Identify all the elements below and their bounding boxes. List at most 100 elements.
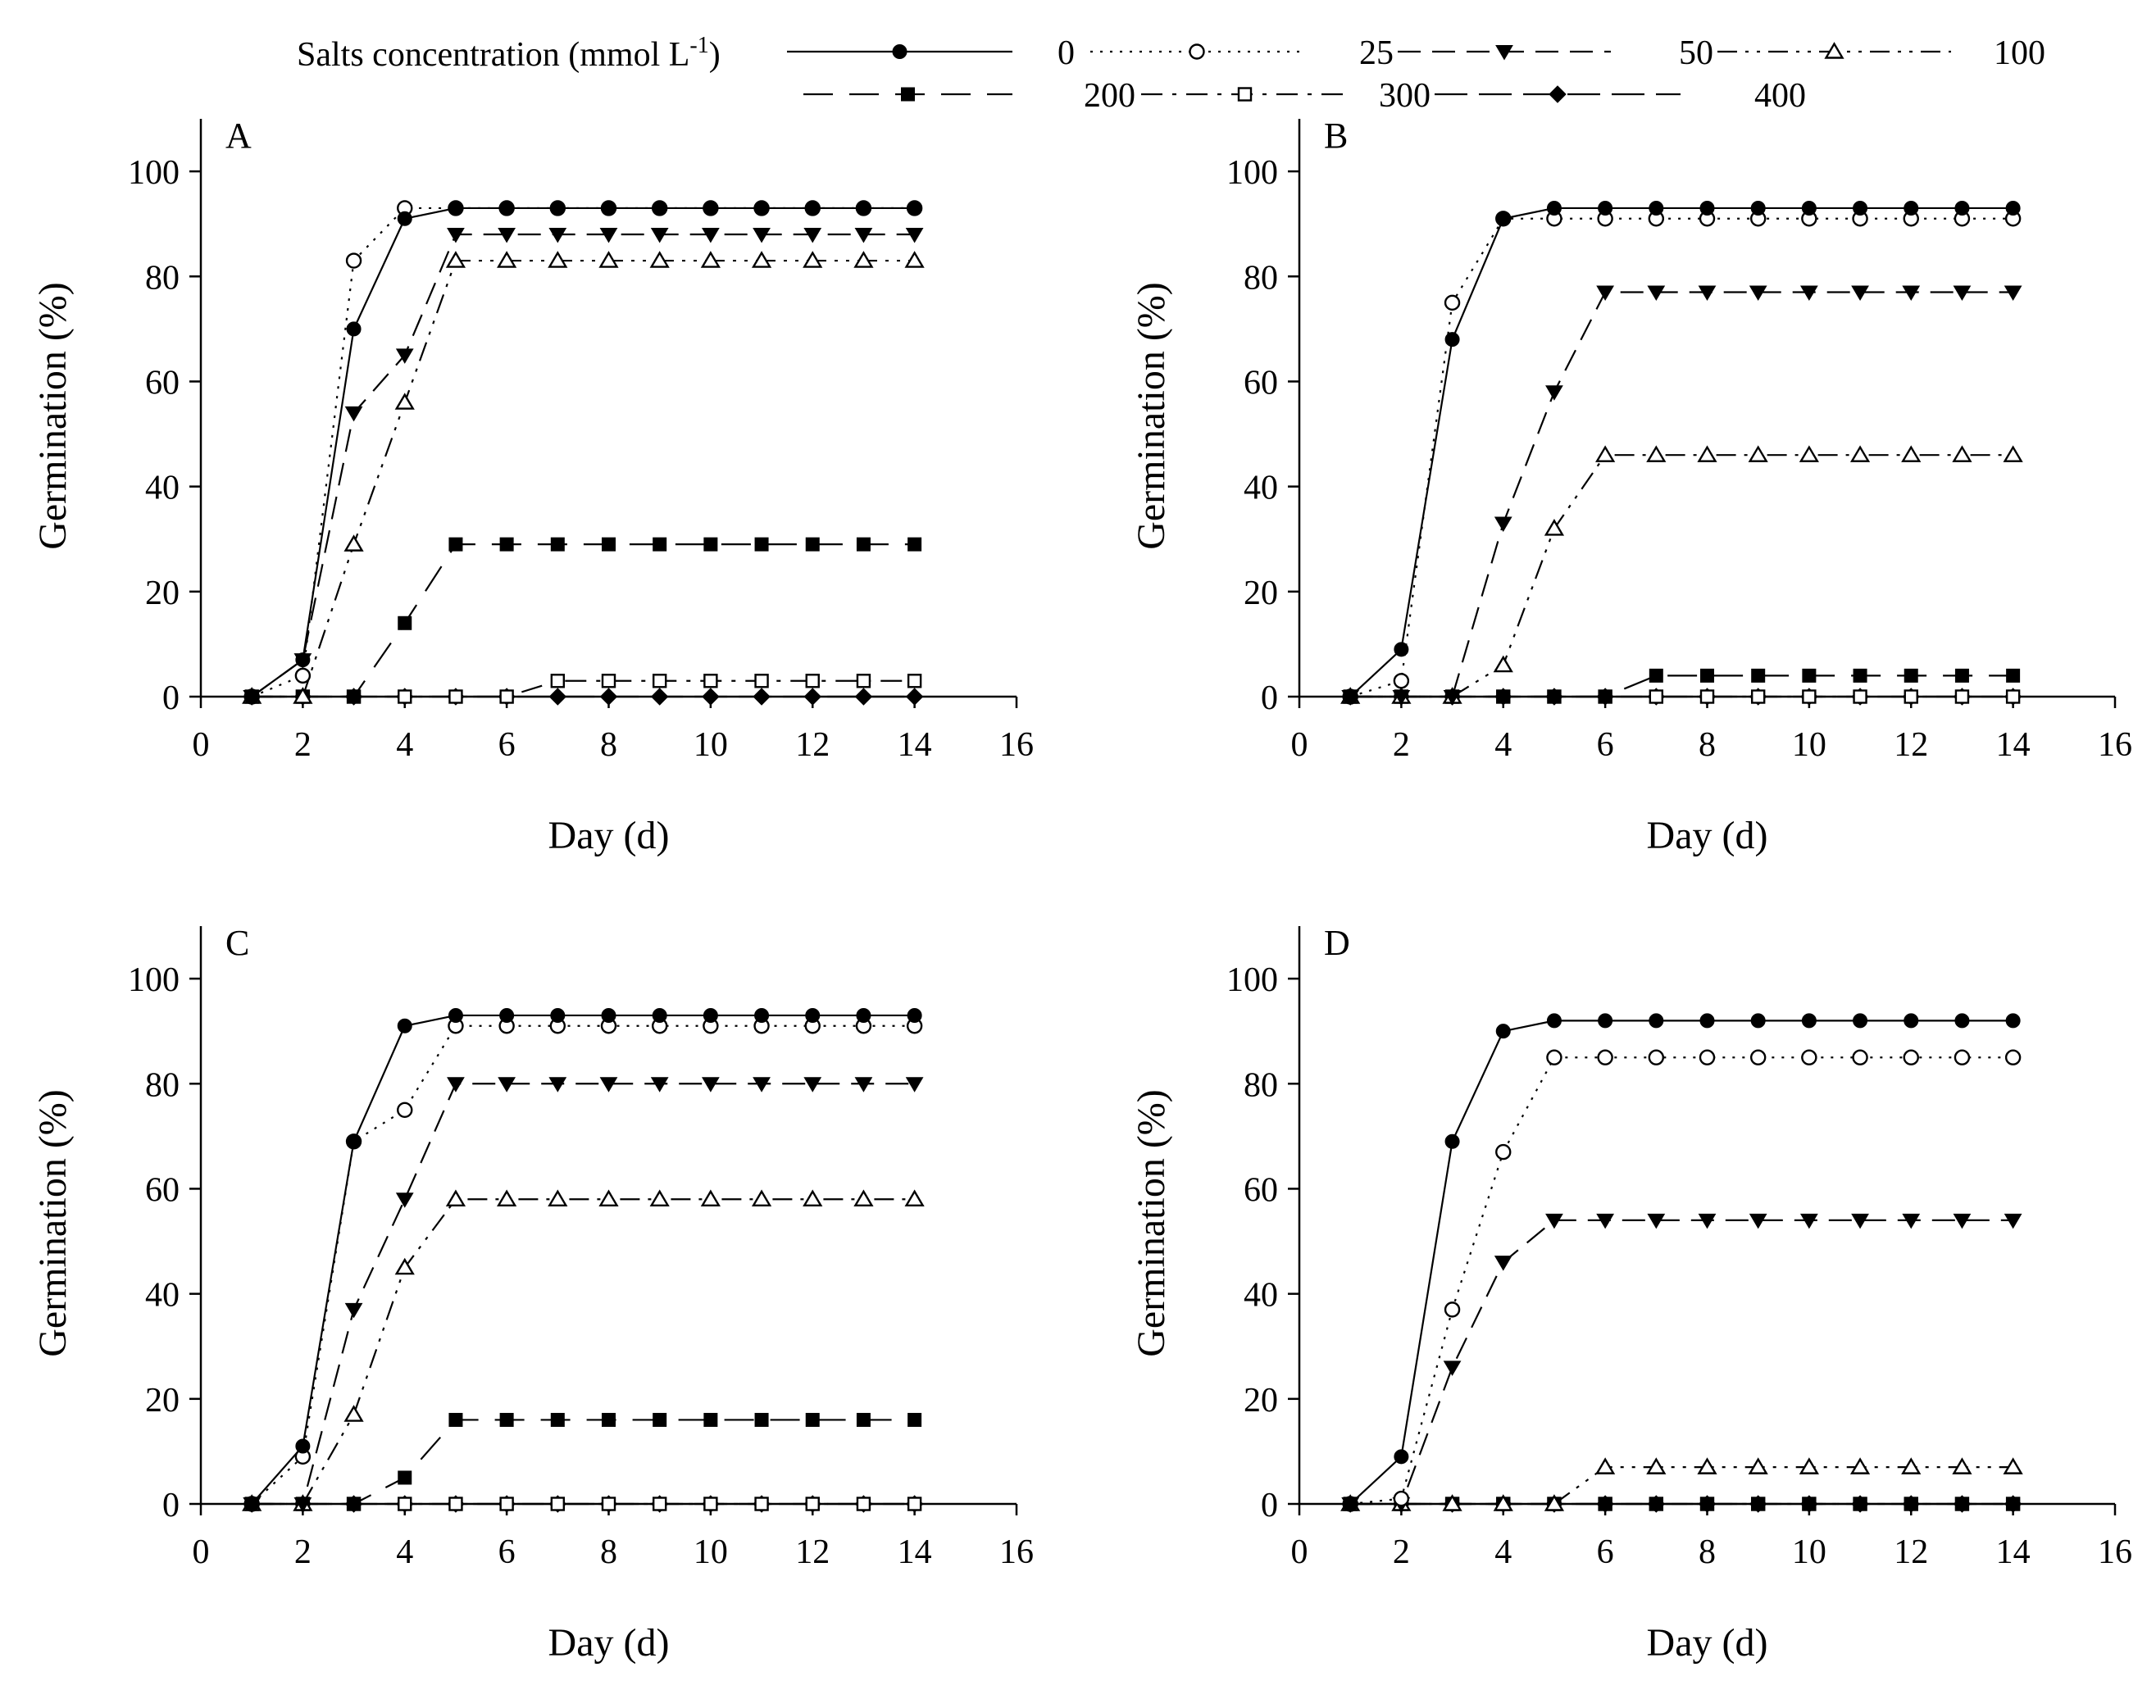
point-50-c-day14 xyxy=(905,1077,924,1092)
point-50-b-day2 xyxy=(1392,690,1411,706)
point-25-d-day11 xyxy=(1852,1049,1868,1065)
point-0-c-day3 xyxy=(346,1133,362,1149)
x-tick-label-d: 10 xyxy=(1792,1533,1826,1571)
series-100-b xyxy=(1340,445,2023,704)
point-0-c-day14 xyxy=(907,1007,922,1023)
point-25-c-day4 xyxy=(397,1102,413,1119)
series-line-50-b xyxy=(1350,291,2013,698)
y-tick-label-a: 40 xyxy=(145,470,180,507)
x-tick-label-c: 6 xyxy=(498,1533,516,1571)
series-0-a xyxy=(244,200,922,704)
point-50-c-day6 xyxy=(498,1077,516,1092)
point-100-a-day10 xyxy=(700,251,721,268)
x-tick-label-d: 4 xyxy=(1494,1533,1512,1571)
point-200-d-day11 xyxy=(1853,1497,1867,1511)
point-200-b-day7 xyxy=(1649,668,1663,683)
series-300-a xyxy=(244,674,922,704)
point-100-b-day12 xyxy=(1901,445,1922,462)
series-100-a xyxy=(242,251,925,704)
point-100-d-day4 xyxy=(1493,1494,1513,1511)
point-100-b-day4 xyxy=(1493,655,1513,673)
point-0-a-day3 xyxy=(346,321,362,337)
series-25-d xyxy=(1342,1049,2022,1512)
point-0-d-day5 xyxy=(1546,1013,1562,1029)
point-100-a-day3 xyxy=(343,534,364,552)
point-200-b-day10 xyxy=(1802,668,1817,683)
point-200-d-day7 xyxy=(1649,1497,1663,1511)
point-0-b-day3 xyxy=(1444,332,1460,348)
series-50-a xyxy=(243,228,924,706)
point-50-c-day13 xyxy=(854,1077,873,1092)
point-50-c-day9 xyxy=(650,1077,669,1092)
point-200-b-day4 xyxy=(1496,689,1511,704)
point-200-b-day9 xyxy=(1751,668,1766,683)
point-200-d-day12 xyxy=(1904,1497,1918,1511)
point-200-d-day14 xyxy=(2006,1497,2021,1511)
panel-a: 0 2 4 6 8 10 12 14 16 0 20 40 60 80 100 Day (d) Germinat… xyxy=(31,116,1034,857)
point-25-a-day3 xyxy=(345,252,362,269)
point-0-c-day6 xyxy=(499,1007,515,1023)
legend-entry-50: 50 xyxy=(1398,34,1713,72)
point-400-a-day12 xyxy=(803,688,821,706)
point-50-d-day4 xyxy=(1494,1256,1512,1271)
point-100-b-day11 xyxy=(1849,445,1871,462)
point-0-b-day13 xyxy=(1954,200,1970,216)
point-50-c-day5 xyxy=(447,1077,465,1092)
legend-title: Salts concentration (mmol L-1) xyxy=(297,33,721,74)
point-200-c-day3 xyxy=(347,1497,362,1511)
point-0-c-day12 xyxy=(805,1007,821,1023)
point-0-d-day14 xyxy=(2005,1013,2021,1029)
point-100-b-day10 xyxy=(1799,445,1819,462)
x-axis-title-b: Day (d) xyxy=(1647,814,1768,857)
point-300-a-day13 xyxy=(856,674,871,688)
point-0-b-day6 xyxy=(1598,200,1613,216)
point-0-b-day10 xyxy=(1801,200,1817,216)
point-0-d-day11 xyxy=(1853,1013,1868,1029)
x-tick-label-a: 12 xyxy=(795,726,830,764)
point-25-b-day3 xyxy=(1444,294,1461,311)
panel-b: 0 2 4 6 8 10 12 14 16 0 20 40 60 80 100 Day (d) Germinat… xyxy=(1130,116,2132,857)
point-200-d-day6 xyxy=(1598,1497,1612,1511)
point-0-d-day7 xyxy=(1649,1013,1664,1029)
point-0-b-day7 xyxy=(1649,200,1664,216)
legend-entry-300: 300 xyxy=(1141,77,1431,115)
point-300-c-day4 xyxy=(398,1497,412,1511)
x-tick-label-c: 12 xyxy=(795,1533,830,1571)
point-0-b-day8 xyxy=(1699,200,1715,216)
y-tick-label-c: 0 xyxy=(162,1487,180,1524)
point-300-a-day11 xyxy=(754,674,769,688)
legend-entry-200: 200 xyxy=(803,77,1135,115)
y-tick-label-a: 100 xyxy=(128,154,180,192)
legend-entry-0: 0 xyxy=(787,34,1075,72)
point-50-a-day11 xyxy=(753,228,771,243)
x-tick-label-d: 12 xyxy=(1894,1533,1928,1571)
point-200-a-day14 xyxy=(907,537,922,552)
y-tick-label-b: 0 xyxy=(1261,679,1278,717)
y-axis-title-a: Germination (%) xyxy=(31,282,75,550)
point-100-c-day8 xyxy=(598,1189,619,1206)
point-25-d-day2 xyxy=(1393,1490,1410,1507)
point-400-a-day10 xyxy=(702,688,720,706)
point-400-a-day8 xyxy=(599,688,618,706)
point-0-b-day14 xyxy=(2005,200,2021,216)
point-0-a-day8 xyxy=(601,200,616,216)
point-100-d-day8 xyxy=(1697,1457,1717,1474)
x-tick-label-a: 0 xyxy=(193,726,210,764)
point-200-c-day13 xyxy=(856,1412,871,1427)
point-300-b-day9 xyxy=(1750,689,1766,704)
point-200-a-day13 xyxy=(856,537,871,552)
point-50-a-day4 xyxy=(395,348,414,364)
point-300-a-day4 xyxy=(398,689,412,704)
point-200-c-day5 xyxy=(448,1412,463,1427)
point-200-a-day3 xyxy=(347,689,362,704)
point-50-c-day12 xyxy=(803,1077,822,1092)
point-100-d-day11 xyxy=(1849,1457,1871,1474)
x-tick-label-b: 0 xyxy=(1291,726,1308,764)
x-axis-title-d: Day (d) xyxy=(1647,1621,1768,1665)
point-100-b-day7 xyxy=(1646,445,1667,462)
panel-d: 0 2 4 6 8 10 12 14 16 0 20 40 60 80 100 Day (d) Germinat… xyxy=(1130,923,2132,1665)
x-tick-label-b: 8 xyxy=(1699,726,1716,764)
point-200-c-day9 xyxy=(653,1412,667,1427)
point-50-a-day5 xyxy=(447,228,465,243)
series-line-0-c xyxy=(251,1014,915,1505)
